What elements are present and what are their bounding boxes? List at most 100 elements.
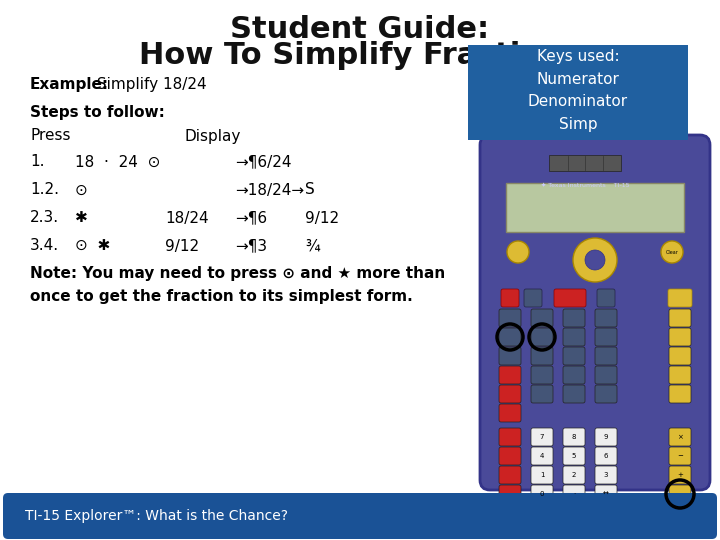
FancyBboxPatch shape xyxy=(499,328,521,346)
FancyBboxPatch shape xyxy=(531,447,553,465)
FancyBboxPatch shape xyxy=(669,309,691,327)
Circle shape xyxy=(507,241,529,263)
Text: +: + xyxy=(677,472,683,478)
FancyBboxPatch shape xyxy=(595,447,617,465)
FancyBboxPatch shape xyxy=(595,328,617,346)
FancyBboxPatch shape xyxy=(595,309,617,327)
FancyBboxPatch shape xyxy=(3,493,717,539)
FancyBboxPatch shape xyxy=(499,385,521,403)
Text: Press: Press xyxy=(30,129,71,144)
FancyBboxPatch shape xyxy=(669,466,691,484)
Text: TI-15 Explorer™: What is the Chance?: TI-15 Explorer™: What is the Chance? xyxy=(25,509,288,523)
FancyBboxPatch shape xyxy=(501,289,519,307)
FancyBboxPatch shape xyxy=(499,447,521,465)
FancyBboxPatch shape xyxy=(563,485,585,503)
Text: →¶3: →¶3 xyxy=(235,239,267,253)
FancyBboxPatch shape xyxy=(669,328,691,346)
Text: Keys used:
Numerator
Denominator
Simp: Keys used: Numerator Denominator Simp xyxy=(528,49,628,132)
FancyBboxPatch shape xyxy=(669,366,691,384)
FancyBboxPatch shape xyxy=(669,428,691,446)
Text: Example:: Example: xyxy=(30,77,109,91)
FancyBboxPatch shape xyxy=(563,385,585,403)
FancyBboxPatch shape xyxy=(563,428,585,446)
FancyBboxPatch shape xyxy=(506,183,684,232)
FancyBboxPatch shape xyxy=(563,366,585,384)
Text: 1.: 1. xyxy=(30,154,45,170)
Text: 5: 5 xyxy=(572,453,576,459)
Text: →18/24→: →18/24→ xyxy=(235,183,304,198)
FancyBboxPatch shape xyxy=(595,385,617,403)
Text: S: S xyxy=(305,183,315,198)
FancyBboxPatch shape xyxy=(563,309,585,327)
FancyBboxPatch shape xyxy=(669,447,691,465)
Text: 9/12: 9/12 xyxy=(165,239,199,253)
FancyBboxPatch shape xyxy=(531,466,553,484)
FancyBboxPatch shape xyxy=(531,366,553,384)
Text: 1: 1 xyxy=(540,472,544,478)
FancyBboxPatch shape xyxy=(595,428,617,446)
Text: ⊙  ✱: ⊙ ✱ xyxy=(75,239,110,253)
FancyBboxPatch shape xyxy=(668,289,692,307)
Text: 9: 9 xyxy=(604,434,608,440)
Text: 1.2.: 1.2. xyxy=(30,183,59,198)
FancyBboxPatch shape xyxy=(549,155,621,171)
FancyBboxPatch shape xyxy=(595,366,617,384)
FancyBboxPatch shape xyxy=(595,347,617,365)
FancyBboxPatch shape xyxy=(499,347,521,365)
Text: 18  ·  24  ⊙: 18 · 24 ⊙ xyxy=(75,154,161,170)
FancyBboxPatch shape xyxy=(669,485,691,503)
FancyBboxPatch shape xyxy=(595,466,617,484)
FancyBboxPatch shape xyxy=(499,485,521,503)
Text: ✦ Texas Instruments    TI-15: ✦ Texas Instruments TI-15 xyxy=(541,183,629,187)
FancyBboxPatch shape xyxy=(554,289,586,307)
Text: How To Simplify Fractions: How To Simplify Fractions xyxy=(139,42,581,71)
FancyBboxPatch shape xyxy=(531,428,553,446)
Text: 2.3.: 2.3. xyxy=(30,211,59,226)
FancyBboxPatch shape xyxy=(531,309,553,327)
FancyBboxPatch shape xyxy=(531,347,553,365)
Text: Display: Display xyxy=(185,129,241,144)
Text: Clear: Clear xyxy=(665,249,678,254)
Text: Simplify 18/24: Simplify 18/24 xyxy=(92,77,207,91)
FancyBboxPatch shape xyxy=(531,328,553,346)
FancyBboxPatch shape xyxy=(499,309,521,327)
FancyBboxPatch shape xyxy=(563,466,585,484)
FancyBboxPatch shape xyxy=(563,447,585,465)
Text: Note: You may need to press ⊙ and ★ more than
once to get the fraction to its si: Note: You may need to press ⊙ and ★ more… xyxy=(30,266,445,304)
Text: →¶6: →¶6 xyxy=(235,211,267,226)
FancyBboxPatch shape xyxy=(563,347,585,365)
Text: 0: 0 xyxy=(540,491,544,497)
FancyBboxPatch shape xyxy=(499,404,521,422)
FancyBboxPatch shape xyxy=(480,135,710,490)
Text: →¶6/24: →¶6/24 xyxy=(235,154,292,170)
FancyBboxPatch shape xyxy=(499,466,521,484)
Text: Steps to follow:: Steps to follow: xyxy=(30,105,165,120)
Text: ·: · xyxy=(573,491,575,497)
Text: 8: 8 xyxy=(572,434,576,440)
FancyBboxPatch shape xyxy=(531,385,553,403)
Text: 18/24: 18/24 xyxy=(165,211,209,226)
Text: 6: 6 xyxy=(604,453,608,459)
FancyBboxPatch shape xyxy=(563,328,585,346)
Text: ¾: ¾ xyxy=(305,239,320,253)
FancyBboxPatch shape xyxy=(597,289,615,307)
Text: 3: 3 xyxy=(604,472,608,478)
Text: ✱: ✱ xyxy=(75,211,88,226)
Text: ↔: ↔ xyxy=(603,491,609,497)
Text: 9/12: 9/12 xyxy=(305,211,339,226)
Text: Student Guide:: Student Guide: xyxy=(230,16,490,44)
FancyBboxPatch shape xyxy=(499,366,521,384)
FancyBboxPatch shape xyxy=(595,485,617,503)
Circle shape xyxy=(573,238,617,282)
FancyBboxPatch shape xyxy=(524,289,542,307)
FancyBboxPatch shape xyxy=(669,347,691,365)
Circle shape xyxy=(585,250,605,270)
FancyBboxPatch shape xyxy=(531,485,553,503)
FancyBboxPatch shape xyxy=(669,385,691,403)
Text: −: − xyxy=(677,453,683,459)
Text: 4: 4 xyxy=(540,453,544,459)
Text: 2: 2 xyxy=(572,472,576,478)
Text: 7: 7 xyxy=(540,434,544,440)
Text: 3.4.: 3.4. xyxy=(30,239,59,253)
Text: ×: × xyxy=(677,434,683,440)
